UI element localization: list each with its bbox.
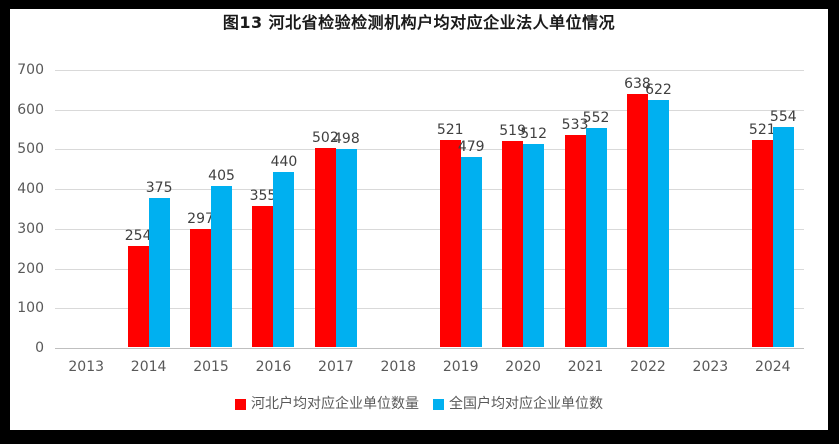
x-tick-label-2017: 2017 (318, 359, 354, 375)
data-label-series1-2015: 405 (208, 168, 235, 185)
data-label-series0-2024: 521 (748, 122, 776, 139)
bar-series0-2024 (751, 140, 773, 347)
bar-series1-2015 (211, 186, 233, 347)
gridline-300 (55, 228, 804, 230)
gridline-700 (55, 70, 804, 71)
x-tick-label-2018: 2018 (380, 359, 417, 375)
bar-series1-2022 (647, 99, 669, 347)
legend-item-series0: 河北户均对应企业单位数量 (235, 395, 419, 413)
x-axis-line (55, 348, 804, 349)
plot-area: 254 375 297 405 355 440 502 498 521 479 519 512 533 5… (55, 70, 804, 349)
bar-series0-2014 (127, 246, 149, 347)
x-tick-label-2020: 2020 (505, 359, 541, 375)
y-tick-label-600: 600 (17, 101, 44, 118)
y-tick-label-700: 700 (17, 62, 44, 78)
bar-series0-2020 (502, 140, 524, 347)
bar-series1-2020 (523, 143, 545, 347)
bar-series1-2019 (460, 156, 482, 347)
x-tick-label-2022: 2022 (630, 359, 666, 375)
bar-series0-2017 (314, 147, 336, 347)
x-tick-label-2014: 2014 (130, 359, 167, 375)
legend-swatch-series1 (433, 398, 444, 410)
bar-series1-2016 (273, 172, 295, 347)
legend-swatch-series0 (235, 398, 246, 410)
data-label-series0-2020: 519 (499, 122, 526, 139)
data-label-series0-2014: 254 (124, 228, 152, 245)
data-label-series1-2016: 440 (270, 154, 298, 171)
data-label-series0-2016: 355 (249, 188, 277, 205)
bar-series0-2021 (564, 135, 586, 347)
x-tick-label-2019: 2019 (442, 359, 479, 375)
gridline-200 (55, 268, 804, 270)
y-tick-label-200: 200 (17, 260, 44, 277)
legend-item-series1: 全国户均对应企业单位数 (433, 395, 603, 413)
data-label-series0-2019: 521 (436, 122, 464, 139)
gridline-500 (55, 149, 804, 151)
data-label-series0-2021: 533 (561, 117, 589, 134)
y-tick-label-0: 0 (35, 340, 44, 356)
data-label-series1-2019: 479 (457, 138, 485, 155)
x-tick-label-2023: 2023 (692, 359, 729, 375)
bar-series1-2024 (772, 126, 794, 347)
data-label-series1-2024: 554 (769, 108, 797, 125)
data-label-series1-2020: 512 (520, 125, 547, 142)
x-tick-label-2016: 2016 (255, 359, 292, 375)
x-tick-label-2024: 2024 (754, 359, 791, 375)
bar-series0-2022 (626, 93, 648, 347)
chart-legend: 河北户均对应企业单位数量 全国户均对应企业单位数 (10, 395, 828, 413)
y-tick-label-100: 100 (17, 300, 44, 317)
data-label-series1-2022: 622 (645, 81, 672, 98)
data-label-series1-2021: 552 (582, 109, 610, 126)
x-tick-label-2013: 2013 (68, 359, 105, 375)
chart-canvas: 图13 河北省检验检测机构户均对应企业法人单位情况 254 375 297 405 35… (10, 9, 828, 430)
bar-series0-2015 (190, 229, 212, 347)
bar-series0-2016 (252, 206, 274, 347)
bar-series1-2017 (335, 149, 357, 347)
bar-series1-2021 (585, 127, 607, 347)
x-tick-label-2021: 2021 (567, 359, 604, 375)
bar-series0-2019 (439, 140, 461, 347)
y-tick-label-500: 500 (17, 141, 44, 158)
gridline-100 (55, 308, 804, 310)
data-label-series0-2015: 297 (187, 211, 214, 228)
gridline-600 (55, 109, 804, 111)
legend-label-series0: 河北户均对应企业单位数量 (251, 396, 419, 412)
legend-label-series1: 全国户均对应企业单位数 (449, 396, 603, 412)
data-label-series0-2017: 502 (312, 129, 339, 146)
bar-series1-2014 (148, 198, 170, 347)
y-tick-label-300: 300 (17, 220, 44, 237)
x-tick-label-2015: 2015 (193, 359, 229, 375)
gridline-400 (55, 189, 804, 191)
data-label-series1-2017: 498 (333, 131, 360, 148)
chart-title: 图13 河北省检验检测机构户均对应企业法人单位情况 (222, 13, 616, 32)
data-label-series0-2022: 638 (624, 75, 651, 92)
y-tick-label-400: 400 (17, 181, 44, 198)
data-label-series1-2014: 375 (145, 180, 173, 197)
